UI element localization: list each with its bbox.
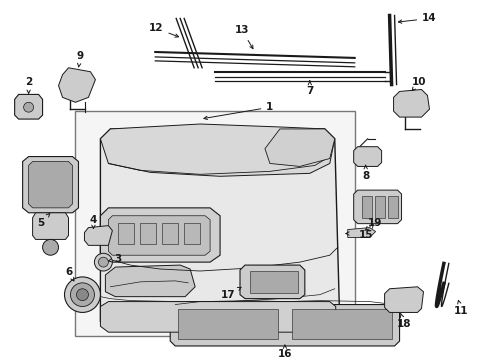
Polygon shape bbox=[347, 228, 375, 238]
Text: 13: 13 bbox=[234, 25, 252, 49]
Polygon shape bbox=[100, 208, 220, 262]
Circle shape bbox=[64, 277, 100, 312]
Circle shape bbox=[42, 239, 59, 255]
Polygon shape bbox=[264, 129, 334, 166]
Polygon shape bbox=[353, 147, 381, 166]
Text: 7: 7 bbox=[305, 81, 313, 96]
Text: 18: 18 bbox=[396, 314, 411, 329]
Bar bbox=[291, 310, 391, 339]
Text: 5: 5 bbox=[37, 213, 50, 228]
Text: 12: 12 bbox=[149, 23, 178, 37]
Text: 11: 11 bbox=[453, 300, 468, 316]
Bar bbox=[162, 223, 178, 244]
Polygon shape bbox=[29, 162, 72, 208]
Bar bbox=[178, 310, 277, 339]
Circle shape bbox=[98, 257, 108, 267]
Text: 1: 1 bbox=[203, 102, 273, 120]
Polygon shape bbox=[105, 265, 195, 297]
Circle shape bbox=[76, 289, 88, 301]
Text: 3: 3 bbox=[108, 254, 122, 264]
Text: 19: 19 bbox=[364, 218, 381, 230]
Circle shape bbox=[23, 102, 34, 112]
Polygon shape bbox=[353, 190, 401, 224]
Text: 2: 2 bbox=[25, 77, 32, 93]
Bar bbox=[140, 223, 156, 244]
Circle shape bbox=[70, 283, 94, 306]
Bar bbox=[118, 223, 134, 244]
Text: 14: 14 bbox=[398, 13, 436, 23]
Bar bbox=[361, 196, 371, 218]
Polygon shape bbox=[59, 68, 95, 102]
Bar bbox=[387, 196, 397, 218]
Polygon shape bbox=[100, 302, 335, 332]
Text: 17: 17 bbox=[220, 287, 241, 300]
Text: 6: 6 bbox=[65, 267, 74, 281]
Text: 10: 10 bbox=[411, 77, 426, 91]
Polygon shape bbox=[393, 90, 428, 117]
Polygon shape bbox=[100, 124, 334, 176]
Polygon shape bbox=[22, 157, 78, 213]
Bar bbox=[374, 196, 384, 218]
Polygon shape bbox=[240, 265, 304, 299]
Text: 15: 15 bbox=[358, 225, 372, 240]
Polygon shape bbox=[33, 213, 68, 239]
Bar bbox=[75, 111, 354, 336]
Text: 9: 9 bbox=[77, 51, 84, 67]
Text: 4: 4 bbox=[90, 215, 97, 229]
Bar bbox=[184, 223, 200, 244]
Bar bbox=[249, 271, 297, 293]
Text: 16: 16 bbox=[277, 345, 291, 359]
Text: 8: 8 bbox=[361, 165, 368, 181]
Polygon shape bbox=[108, 216, 210, 255]
Polygon shape bbox=[84, 226, 112, 246]
Polygon shape bbox=[15, 94, 42, 119]
Polygon shape bbox=[170, 305, 399, 346]
Circle shape bbox=[94, 253, 112, 271]
Polygon shape bbox=[384, 287, 423, 312]
Polygon shape bbox=[100, 129, 339, 331]
